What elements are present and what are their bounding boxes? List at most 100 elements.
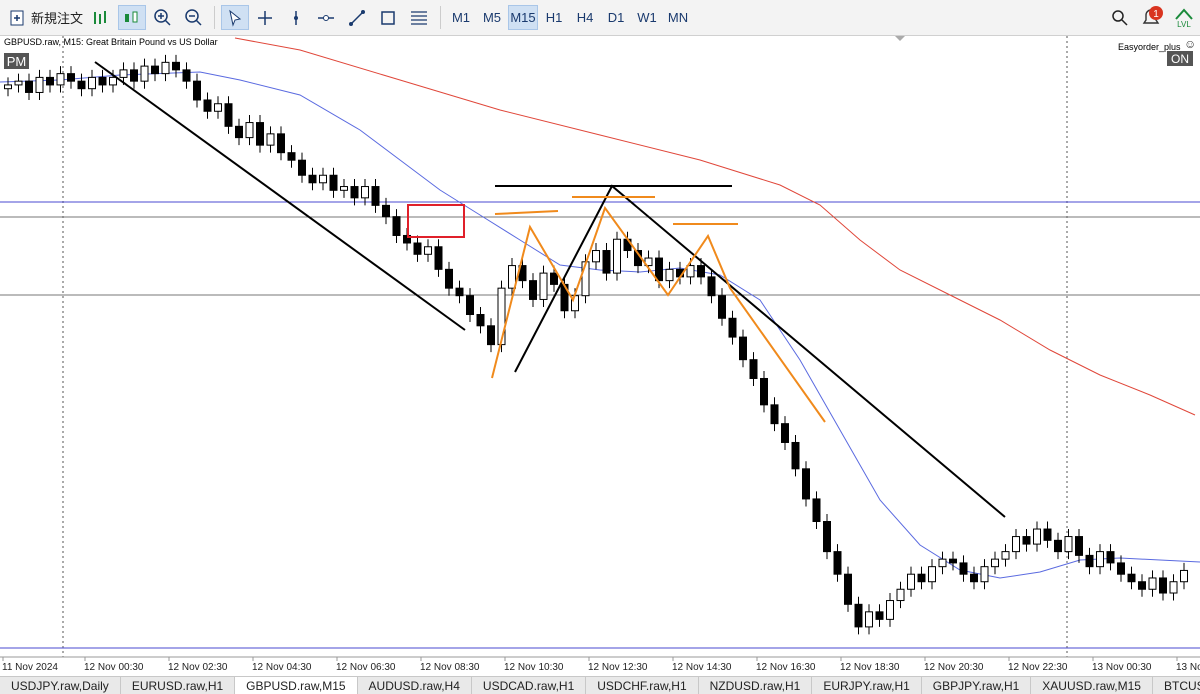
candle-body xyxy=(46,76,54,86)
timeframe-button[interactable]: M1 xyxy=(451,10,471,25)
chart-tab[interactable]: XAUUSD.raw,M15 xyxy=(1031,677,1153,694)
candle-body xyxy=(382,204,390,218)
icon xyxy=(185,8,202,26)
timeframe-button[interactable]: H1 xyxy=(545,10,563,25)
ea-name: Easyorder_plus xyxy=(1118,42,1181,52)
candle-body xyxy=(539,272,548,300)
candle-body xyxy=(235,125,243,139)
level-line xyxy=(494,210,559,215)
candle-body xyxy=(77,80,86,90)
candle-body xyxy=(1096,551,1104,568)
x-axis-labels: 11 Nov 2024 12 Nov 00:30 12 Nov 02:30 12 No… xyxy=(2,657,1200,673)
candle-body xyxy=(508,265,516,289)
chart-tab[interactable]: USDJPY.raw,Daily xyxy=(0,677,121,694)
candle-body xyxy=(749,359,758,379)
new-order-button[interactable]: 新規注文 xyxy=(8,5,88,30)
timeframe-button[interactable]: M15 xyxy=(508,5,538,30)
zigzag xyxy=(491,205,826,423)
toolbar: 新規注文 M1 M5 M15 H1 H4 D1 W1 MN 1 LVL xyxy=(0,0,1200,36)
candle-body xyxy=(602,250,611,274)
chart-bar-button[interactable] xyxy=(89,5,113,30)
timeframe-button[interactable]: M5 xyxy=(482,10,502,25)
chart-tab[interactable]: GBPJPY.raw,H1 xyxy=(922,677,1032,694)
ea-status-badge xyxy=(1167,51,1193,66)
x-tick-label: 12 Nov 02:30 xyxy=(168,662,228,673)
candle-body xyxy=(1054,539,1062,553)
symbol-info: GBPUSD.raw, M15: Great Britain Pound vs … xyxy=(4,37,218,47)
icon xyxy=(381,10,395,25)
chart-tab[interactable]: USDCHF.raw,H1 xyxy=(586,677,699,694)
candle-body xyxy=(823,521,831,553)
candle-body xyxy=(949,558,957,564)
lvl-button[interactable]: LVL xyxy=(1172,5,1196,30)
candle-body xyxy=(865,611,873,628)
candle-body xyxy=(1043,528,1052,541)
zoom-in-button[interactable] xyxy=(151,5,175,30)
candle-body xyxy=(760,377,768,406)
candle-body xyxy=(1159,577,1167,594)
chart-tab[interactable]: AUDUSD.raw,H4 xyxy=(358,677,472,694)
icon xyxy=(94,10,106,24)
candle-body xyxy=(875,611,884,620)
x-tick-label: 12 Nov 18:30 xyxy=(840,662,900,673)
candle-body xyxy=(980,566,989,583)
chart-candle-button[interactable] xyxy=(118,5,146,30)
separator xyxy=(440,6,441,29)
candle-body xyxy=(119,69,128,78)
candle-body xyxy=(550,272,558,285)
candle-body xyxy=(1127,573,1136,583)
timeframe-button[interactable]: W1 xyxy=(637,10,657,25)
vertical-line-tool[interactable] xyxy=(284,5,308,30)
candle-body xyxy=(161,61,170,75)
candle-body xyxy=(476,314,485,327)
timeframe-button[interactable]: MN xyxy=(667,10,689,25)
candle-body xyxy=(833,551,842,575)
shape-tool[interactable] xyxy=(376,5,400,30)
fibo-tool[interactable] xyxy=(407,5,431,30)
candle-body xyxy=(434,246,443,270)
trendline xyxy=(94,61,466,331)
lvl-label: LVL xyxy=(1177,19,1191,29)
candle-body xyxy=(109,76,117,86)
candle-body xyxy=(1075,536,1083,556)
chart-tab[interactable]: BTCUSD.raw,H1 xyxy=(1153,677,1200,694)
candle-body xyxy=(497,287,506,346)
chart-tab[interactable]: EURUSD.raw,H1 xyxy=(121,677,236,694)
candle-body xyxy=(1001,551,1010,560)
search-button[interactable] xyxy=(1108,5,1132,30)
timeframe-button[interactable]: D1 xyxy=(607,10,625,25)
candle-body xyxy=(959,562,968,575)
candle-body xyxy=(245,122,254,139)
candle-body xyxy=(256,122,264,146)
chart-tab[interactable]: GBPUSD.raw,M15 xyxy=(235,677,358,694)
candle-body xyxy=(1106,551,1115,564)
new-order-label: 新規注文 xyxy=(31,11,84,26)
candle-body xyxy=(886,600,894,620)
trendline-tool[interactable] xyxy=(345,5,369,30)
icon xyxy=(411,10,427,25)
icon xyxy=(125,11,138,22)
drawings xyxy=(94,61,1006,518)
crosshair-tool[interactable] xyxy=(253,5,277,30)
chart-tab[interactable]: USDCAD.raw,H1 xyxy=(472,677,587,694)
candle-body xyxy=(529,280,537,300)
session-badge xyxy=(4,53,29,69)
zoom-out-button[interactable] xyxy=(182,5,206,30)
candle-body xyxy=(455,287,464,297)
timeframe-button[interactable]: H4 xyxy=(576,10,594,25)
chart-tab[interactable]: NZDUSD.raw,H1 xyxy=(699,677,813,694)
cursor-tool[interactable] xyxy=(221,5,249,30)
candle-body xyxy=(791,441,800,470)
candle-body xyxy=(592,250,600,263)
chart-tab[interactable]: EURJPY.raw,H1 xyxy=(812,677,922,694)
candle-body xyxy=(844,573,852,605)
horizontal-line-tool[interactable] xyxy=(314,5,338,30)
candle-body xyxy=(1085,554,1094,568)
candle-body xyxy=(907,573,915,590)
bell-icon: 1 xyxy=(1142,6,1163,24)
notifications-button[interactable]: 1 xyxy=(1138,5,1166,30)
x-tick-label: 13 Nov xyxy=(1176,662,1200,673)
candle-body xyxy=(445,268,453,289)
candle-body xyxy=(172,61,180,71)
